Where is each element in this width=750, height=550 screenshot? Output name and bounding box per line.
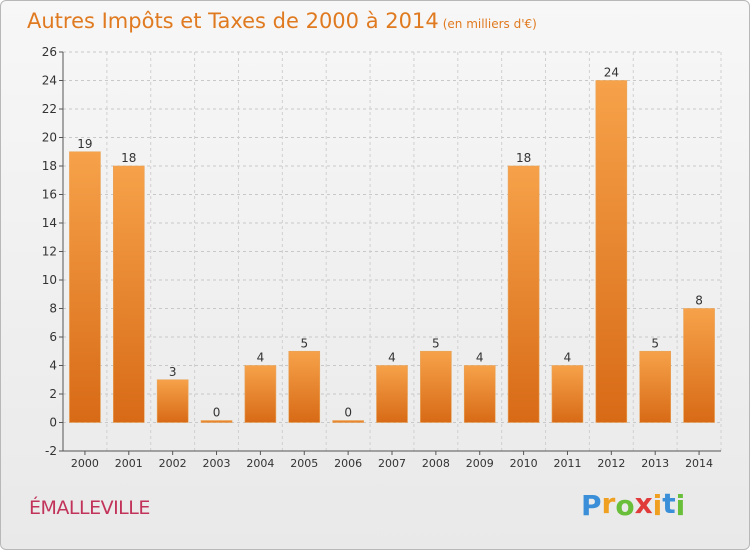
bar-2003[interactable] (200, 420, 233, 423)
logo-letter: i (652, 489, 663, 522)
y-tick-label: 16 (42, 188, 57, 202)
bar-2002[interactable] (156, 379, 189, 423)
bar-2014[interactable] (683, 308, 715, 423)
chart-subtitle: (en milliers d'€) (442, 17, 537, 31)
chart-title: Autres Impôts et Taxes de 2000 à 2014 (en… (27, 9, 537, 33)
bar-2008[interactable] (420, 350, 452, 423)
bar-2006[interactable] (332, 420, 364, 423)
y-tick-label: 18 (42, 159, 57, 173)
y-tick-label: 12 (42, 245, 57, 259)
proxiti-logo[interactable]: Proxiti (581, 487, 686, 522)
value-label-2007: 4 (388, 351, 396, 365)
y-tick-label: 8 (49, 302, 57, 316)
x-tick-label-2002: 2002 (159, 457, 187, 470)
commune-name: ÉMALLEVILLE (29, 497, 150, 519)
x-tick-label-2006: 2006 (334, 457, 362, 470)
y-tick-label: 14 (42, 216, 57, 230)
value-label-2002: 3 (169, 365, 177, 379)
x-tick-label-2014: 2014 (685, 457, 713, 470)
x-tick-label-2004: 2004 (246, 457, 274, 470)
y-tick-label: -2 (45, 444, 57, 458)
value-label-2003: 0 (213, 406, 221, 420)
x-tick-label-2008: 2008 (422, 457, 450, 470)
y-tick-label: 10 (42, 273, 57, 287)
value-label-2012: 24 (604, 66, 619, 80)
value-label-2006: 0 (344, 406, 352, 420)
y-tick-label: 22 (42, 102, 57, 116)
x-tick-label-2005: 2005 (290, 457, 318, 470)
logo-letter: i (675, 489, 686, 522)
chart-title-main: Autres Impôts et Taxes de 2000 à 2014 (27, 9, 439, 33)
value-label-2005: 5 (300, 336, 308, 350)
bar-2009[interactable] (463, 365, 496, 423)
y-tick-label: 24 (42, 74, 57, 88)
value-label-2010: 18 (516, 151, 531, 165)
y-tick-label: 20 (42, 131, 57, 145)
x-tick-label-2003: 2003 (203, 457, 231, 470)
value-label-2008: 5 (432, 336, 440, 350)
logo-letter: r (601, 487, 616, 520)
bars-layer: 19 18 3 0 4 5 0 4 5 4 18 4 24 5 8 (69, 66, 715, 423)
bar-2007[interactable] (376, 365, 408, 423)
bar-2012[interactable] (595, 80, 628, 423)
logo-letter: P (581, 489, 602, 522)
value-label-2001: 18 (121, 151, 136, 165)
y-tick-label: 2 (49, 387, 57, 401)
bar-2000[interactable] (69, 151, 101, 423)
x-tick-label-2013: 2013 (641, 457, 669, 470)
y-tick-label: 0 (49, 416, 57, 430)
x-tick-label-2012: 2012 (597, 457, 625, 470)
value-label-2013: 5 (651, 336, 659, 350)
logo-letter: x (634, 487, 653, 520)
logo-letter: o (615, 489, 635, 522)
bar-2004[interactable] (244, 365, 277, 423)
y-tick-label: 26 (42, 45, 57, 59)
value-label-2009: 4 (476, 351, 484, 365)
x-tick-label-2011: 2011 (553, 457, 581, 470)
value-label-2000: 19 (77, 137, 92, 151)
x-tick-label-2001: 2001 (115, 457, 143, 470)
value-label-2011: 4 (564, 351, 572, 365)
bar-2005[interactable] (288, 350, 321, 423)
bar-2011[interactable] (551, 365, 584, 423)
value-label-2004: 4 (257, 351, 265, 365)
bar-2001[interactable] (113, 165, 145, 423)
y-tick-label: 4 (49, 359, 57, 373)
x-tick-label-2010: 2010 (510, 457, 538, 470)
bar-2010[interactable] (507, 165, 540, 423)
x-tick-label-2009: 2009 (466, 457, 494, 470)
bar-2013[interactable] (639, 350, 672, 423)
logo-letter: t (662, 487, 676, 520)
x-tick-label-2007: 2007 (378, 457, 406, 470)
y-tick-label: 6 (49, 330, 57, 344)
value-label-2014: 8 (695, 294, 703, 308)
x-tick-label-2000: 2000 (71, 457, 99, 470)
